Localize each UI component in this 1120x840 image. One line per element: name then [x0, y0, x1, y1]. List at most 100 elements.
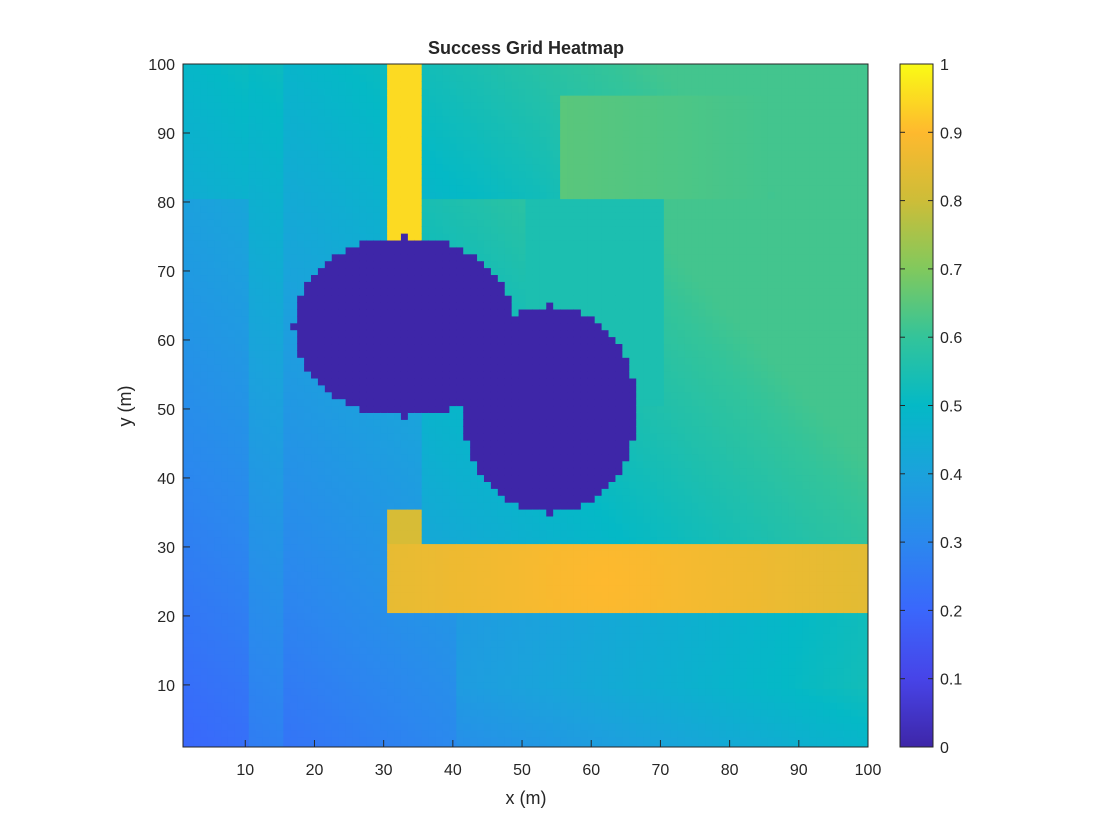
heatmap-cell	[442, 433, 450, 441]
heatmap-cell	[518, 591, 527, 600]
heatmap-cell	[214, 695, 222, 703]
heatmap-cell	[366, 164, 374, 172]
heatmap-cell	[304, 729, 312, 738]
heatmap-cell	[359, 81, 367, 89]
heatmap-cell	[414, 653, 423, 662]
heatmap-cell	[290, 591, 298, 600]
heatmap-cell	[435, 508, 444, 517]
heatmap-cell	[227, 433, 236, 441]
heatmap-cell	[497, 308, 506, 317]
heatmap-cell	[311, 136, 319, 144]
heatmap-cell	[463, 157, 471, 165]
heatmap-cell	[331, 688, 340, 696]
heatmap-cell	[331, 129, 340, 138]
heatmap-cell	[414, 709, 423, 717]
heatmap-cell	[421, 253, 430, 262]
heatmap-cell	[248, 364, 257, 372]
heatmap-cell	[428, 108, 437, 117]
heatmap-cell	[304, 571, 312, 579]
heatmap-cell	[214, 564, 222, 572]
heatmap-cell	[276, 295, 284, 303]
heatmap-cell	[518, 253, 527, 262]
heatmap-cell	[366, 633, 374, 641]
heatmap-cell	[255, 426, 264, 434]
heatmap-cell	[504, 81, 513, 89]
heatmap-cell	[221, 67, 229, 75]
heatmap-cell	[463, 357, 471, 365]
heatmap-cell	[227, 481, 236, 489]
heatmap-cell	[269, 253, 278, 262]
heatmap-cell	[227, 508, 236, 517]
heatmap-cell	[359, 281, 367, 289]
heatmap-cell	[297, 302, 305, 310]
heatmap-cell	[387, 591, 395, 600]
heatmap-cell	[359, 122, 367, 131]
heatmap-cell	[255, 329, 264, 338]
heatmap-cell	[186, 474, 194, 482]
heatmap-cell	[504, 336, 513, 345]
heatmap-cell	[456, 591, 464, 600]
heatmap-cell	[207, 405, 215, 413]
heatmap-cell	[241, 681, 250, 689]
heatmap-cell	[214, 577, 222, 586]
heatmap-cell	[435, 364, 444, 372]
heatmap-cell	[470, 115, 478, 124]
heatmap-cell	[290, 715, 298, 724]
heatmap-cell	[352, 177, 361, 186]
heatmap-cell	[331, 550, 340, 558]
heatmap-cell	[449, 274, 457, 282]
heatmap-cell	[463, 474, 471, 482]
heatmap-cell	[380, 646, 388, 655]
heatmap-cell	[255, 577, 264, 586]
heatmap-cell	[414, 522, 423, 531]
heatmap-cell	[290, 198, 298, 207]
heatmap-cell	[470, 646, 478, 655]
heatmap-cell	[504, 674, 513, 683]
heatmap-cell	[449, 426, 457, 434]
heatmap-cell	[400, 295, 409, 303]
heatmap-cell	[483, 288, 492, 296]
heatmap-cell	[324, 239, 333, 248]
heatmap-cell	[352, 481, 361, 489]
heatmap-cell	[421, 315, 430, 324]
heatmap-cell	[283, 108, 291, 117]
heatmap-cell	[511, 653, 520, 662]
heatmap-cell	[283, 674, 291, 683]
heatmap-cell	[345, 736, 354, 745]
heatmap-cell	[511, 391, 520, 400]
heatmap-cell	[345, 226, 354, 234]
heatmap-cell	[414, 557, 423, 565]
heatmap-cell	[290, 281, 298, 289]
heatmap-cell	[435, 702, 444, 710]
heatmap-cell	[421, 688, 430, 696]
heatmap-cell	[324, 453, 333, 462]
heatmap-cell	[311, 536, 319, 545]
heatmap-cell	[317, 412, 326, 420]
heatmap-cell	[483, 433, 492, 441]
heatmap-cell	[207, 460, 215, 469]
heatmap-cell	[255, 302, 264, 310]
heatmap-cell	[255, 715, 264, 724]
heatmap-cell	[518, 709, 527, 717]
heatmap-cell	[338, 508, 347, 517]
heatmap-cell	[442, 281, 450, 289]
heatmap-cell	[511, 598, 520, 607]
heatmap-cell	[186, 564, 194, 572]
heatmap-cell	[352, 571, 361, 579]
heatmap-cell	[504, 329, 513, 338]
heatmap-cell	[470, 143, 478, 151]
heatmap-cell	[269, 136, 278, 144]
heatmap-cell	[366, 640, 374, 648]
heatmap-cell	[463, 170, 471, 179]
heatmap-cell	[317, 177, 326, 186]
heatmap-cell	[518, 626, 527, 634]
heatmap-cell	[297, 626, 305, 634]
heatmap-cell	[463, 219, 471, 227]
heatmap-cell	[317, 508, 326, 517]
heatmap-cell	[304, 502, 312, 510]
heatmap-cell	[262, 302, 271, 310]
heatmap-cell	[214, 653, 222, 662]
heatmap-cell	[297, 419, 305, 427]
heatmap-cell	[463, 329, 471, 338]
heatmap-cell	[477, 646, 485, 655]
